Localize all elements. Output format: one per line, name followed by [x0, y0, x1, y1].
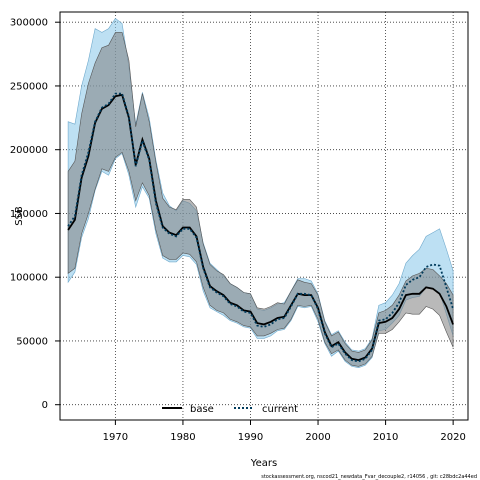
series-lines [67, 92, 454, 363]
y-tick-label: 250000 [10, 81, 48, 92]
footer-note: stockassessment.org, nscod21_newdata_Fva… [261, 474, 477, 480]
legend-base-label: base [190, 404, 214, 415]
x-tick-label: 1990 [238, 432, 263, 443]
axes: 1970 1980 1990 2000 2010 2020 0 50000 100000 1500… [10, 18, 466, 443]
legend: base current [162, 404, 298, 415]
x-tick-label: 1970 [103, 432, 128, 443]
y-axis-title: SSB [14, 206, 25, 226]
x-tick-label: 2020 [440, 432, 465, 443]
y-tick-label: 300000 [10, 18, 48, 29]
x-tick-label: 1980 [170, 432, 195, 443]
confidence-bands [67, 17, 454, 369]
plot-frame [59, 11, 469, 421]
y-tick-label: 100000 [10, 273, 48, 284]
y-tick-label: 0 [42, 400, 48, 411]
x-axis-title: Years [250, 458, 277, 469]
grid-lines [60, 12, 468, 420]
y-tick-label: 50000 [16, 336, 48, 347]
legend-current-label: current [262, 404, 298, 415]
y-tick-label: 150000 [10, 209, 48, 220]
current-series-line [67, 92, 454, 363]
x-tick-label: 2000 [305, 432, 330, 443]
x-tick-label: 2010 [373, 432, 398, 443]
base-confidence-band [67, 32, 454, 367]
y-tick-label: 200000 [10, 145, 48, 156]
